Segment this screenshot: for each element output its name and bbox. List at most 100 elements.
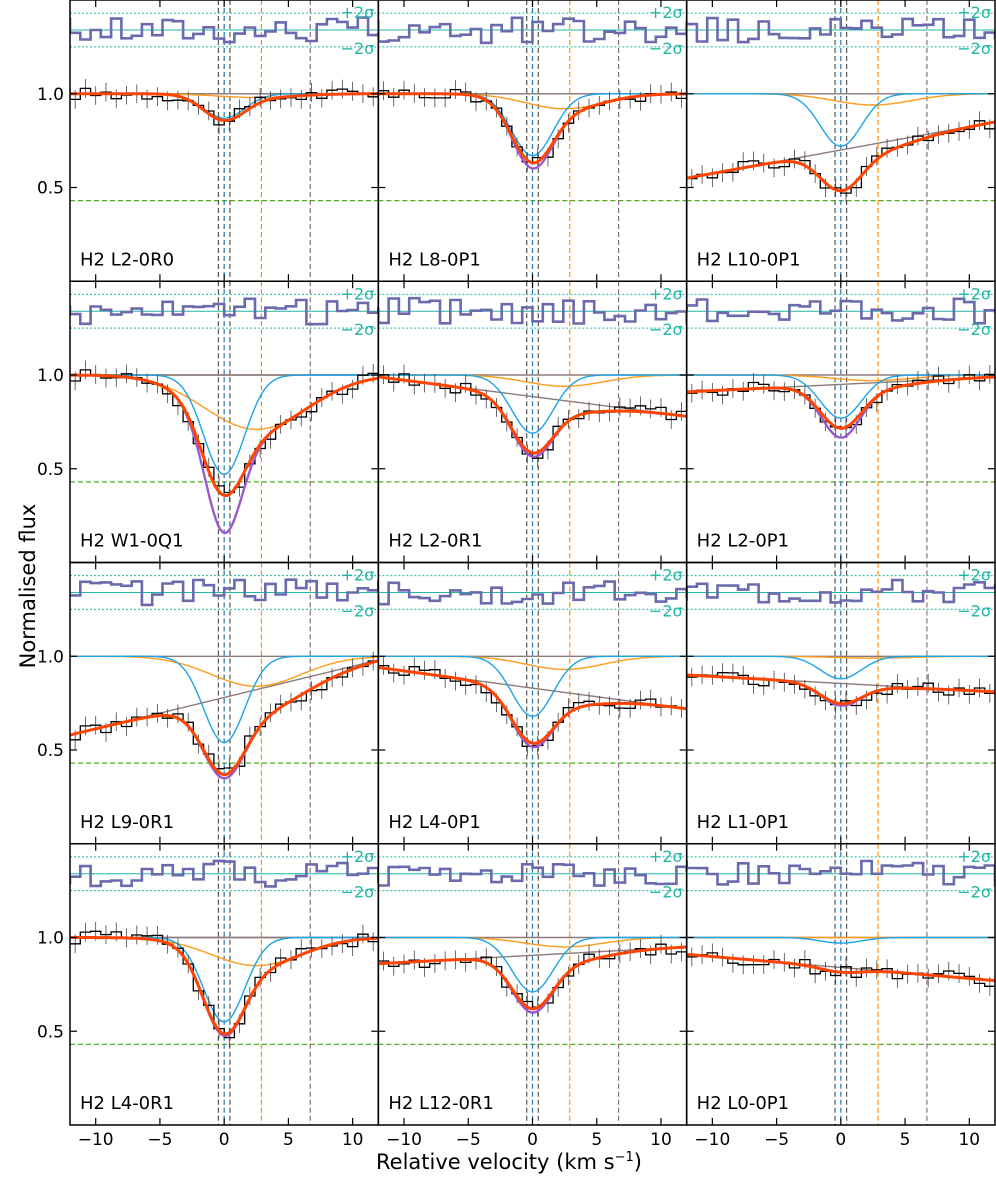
panel-label: H2 L0-0P1 <box>697 1093 789 1114</box>
y-tick-label: 1.0 <box>37 366 64 386</box>
sigma-lower-label: −2σ <box>341 883 375 902</box>
panel: +2σ −2σ H2 L2-0P1 <box>685 280 996 564</box>
panel-plot-area <box>70 0 379 282</box>
y-tick-label: 1.0 <box>37 647 64 667</box>
panel: +2σ −2σ H2 L10-0P1 <box>685 0 996 282</box>
y-axis-title: Normalised flux <box>16 503 40 669</box>
residual-step-line <box>378 16 687 45</box>
sigma-upper-label: +2σ <box>957 3 991 22</box>
sigma-lower-label: −2σ <box>957 601 991 620</box>
residual-step-line <box>686 578 996 604</box>
panel: +2σ −2σ H2 L4-0P1 <box>377 561 688 845</box>
residual-step-line <box>378 296 687 325</box>
residual-step-line <box>686 297 996 325</box>
panel-plot-area <box>378 562 687 844</box>
panel-plot-area <box>70 281 379 563</box>
x-tick-label: 0 <box>835 1130 846 1150</box>
residual-step-line <box>70 578 379 607</box>
residual-step-line <box>70 859 379 888</box>
x-tick-label: 0 <box>219 1130 230 1150</box>
panel-plot-area <box>686 0 996 282</box>
panel-label: H2 L2-0R1 <box>388 531 482 552</box>
x-tick-label: −10 <box>78 1130 114 1150</box>
sigma-upper-label: +2σ <box>957 847 991 866</box>
total-fit-curve <box>378 92 687 165</box>
x-tick-label: 10 <box>342 1130 364 1150</box>
panel-plot-area <box>70 843 379 1125</box>
sigma-upper-label: +2σ <box>649 284 683 303</box>
panel-label: H2 L4-0R1 <box>80 1093 174 1114</box>
data-step-line <box>70 87 379 126</box>
x-axis-unit-exponent: −1 <box>614 1150 634 1165</box>
panel-plot-area <box>686 843 996 1125</box>
panel-plot-area <box>70 562 379 844</box>
panel-plot-area <box>378 281 687 563</box>
panel-plot-area <box>686 562 996 844</box>
sigma-lower-label: −2σ <box>649 320 683 339</box>
total-fit-curve <box>70 936 379 1036</box>
sigma-lower-label: −2σ <box>957 883 991 902</box>
sigma-lower-label: −2σ <box>957 39 991 58</box>
sigma-upper-label: +2σ <box>341 847 375 866</box>
sigma-lower-label: −2σ <box>649 601 683 620</box>
x-tick-label: 5 <box>591 1130 602 1150</box>
total-fit-curve <box>378 666 687 745</box>
main-component-curve <box>686 93 995 148</box>
x-tick-label: −10 <box>694 1130 730 1150</box>
panel-label: H2 L4-0P1 <box>388 812 480 833</box>
x-tick-label: −5 <box>147 1130 172 1150</box>
main-component-curve <box>70 655 379 744</box>
y-tick-label: 0.5 <box>37 1022 64 1042</box>
panel: +2σ −2σ H2 L9-0R1 0.5 1.0 <box>37 561 380 845</box>
panel-label: H2 L12-0R1 <box>388 1093 494 1114</box>
total-fit-curve <box>686 375 996 430</box>
data-error-bars <box>691 943 991 996</box>
sigma-upper-label: +2σ <box>957 566 991 585</box>
y-tick-label: 1.0 <box>37 929 64 949</box>
sigma-upper-label: +2σ <box>341 3 375 22</box>
total-fit-curve <box>70 373 379 498</box>
y-tick-label: 0.5 <box>37 179 64 199</box>
x-tick-label: 10 <box>650 1130 672 1150</box>
total-fit-curve <box>686 120 996 193</box>
total-fit-curve <box>686 673 996 706</box>
panel: +2σ −2σ H2 L2-0R0 0.5 1.0 <box>37 0 380 282</box>
panel: +2σ −2σ H2 L2-0R1 <box>377 280 688 564</box>
panel: +2σ −2σ H2 W1-0Q1 0.5 1.0 <box>37 280 380 564</box>
sigma-upper-label: +2σ <box>341 284 375 303</box>
residual-step-line <box>686 859 996 887</box>
sigma-upper-label: +2σ <box>649 847 683 866</box>
panel-label: H2 L2-0P1 <box>697 531 789 552</box>
y-tick-label: 1.0 <box>37 85 64 105</box>
sigma-lower-label: −2σ <box>341 39 375 58</box>
x-tick-label: 5 <box>900 1130 911 1150</box>
total-fit-curve <box>378 945 687 1011</box>
panel-label: H2 L1-0P1 <box>697 812 789 833</box>
panel-label: H2 L10-0P1 <box>697 249 801 270</box>
data-step-line <box>686 373 996 429</box>
panel: +2σ −2σ H2 L1-0P1 <box>685 561 996 845</box>
x-tick-label: −5 <box>764 1130 789 1150</box>
x-axis-unit: (km s <box>556 1150 615 1174</box>
panel: +2σ −2σ H2 L12-0R1 −10 −5 0 5 10 <box>377 843 688 1150</box>
main-component-curve <box>686 374 995 419</box>
x-axis-title-text: Relative velocity <box>376 1150 550 1174</box>
panel-label: H2 L2-0R0 <box>80 249 174 270</box>
sigma-lower-label: −2σ <box>341 320 375 339</box>
panel-plot-area <box>378 0 687 282</box>
data-step-line <box>378 88 687 163</box>
total-fit-curve <box>378 375 687 455</box>
sigma-lower-label: −2σ <box>341 601 375 620</box>
panel: +2σ −2σ H2 L4-0R1 0.5 1.0 −10 −5 0 5 10 <box>37 843 380 1150</box>
x-tick-label: 10 <box>958 1130 980 1150</box>
sigma-lower-label: −2σ <box>649 883 683 902</box>
main-component-curve <box>686 655 995 680</box>
x-tick-label: −5 <box>456 1130 481 1150</box>
x-tick-label: −10 <box>386 1130 422 1150</box>
main-component-curve <box>378 374 687 434</box>
panel-label: H2 L8-0P1 <box>388 249 480 270</box>
main-component-curve <box>686 936 995 944</box>
residual-step-line <box>686 16 996 44</box>
sigma-lower-label: −2σ <box>957 320 991 339</box>
